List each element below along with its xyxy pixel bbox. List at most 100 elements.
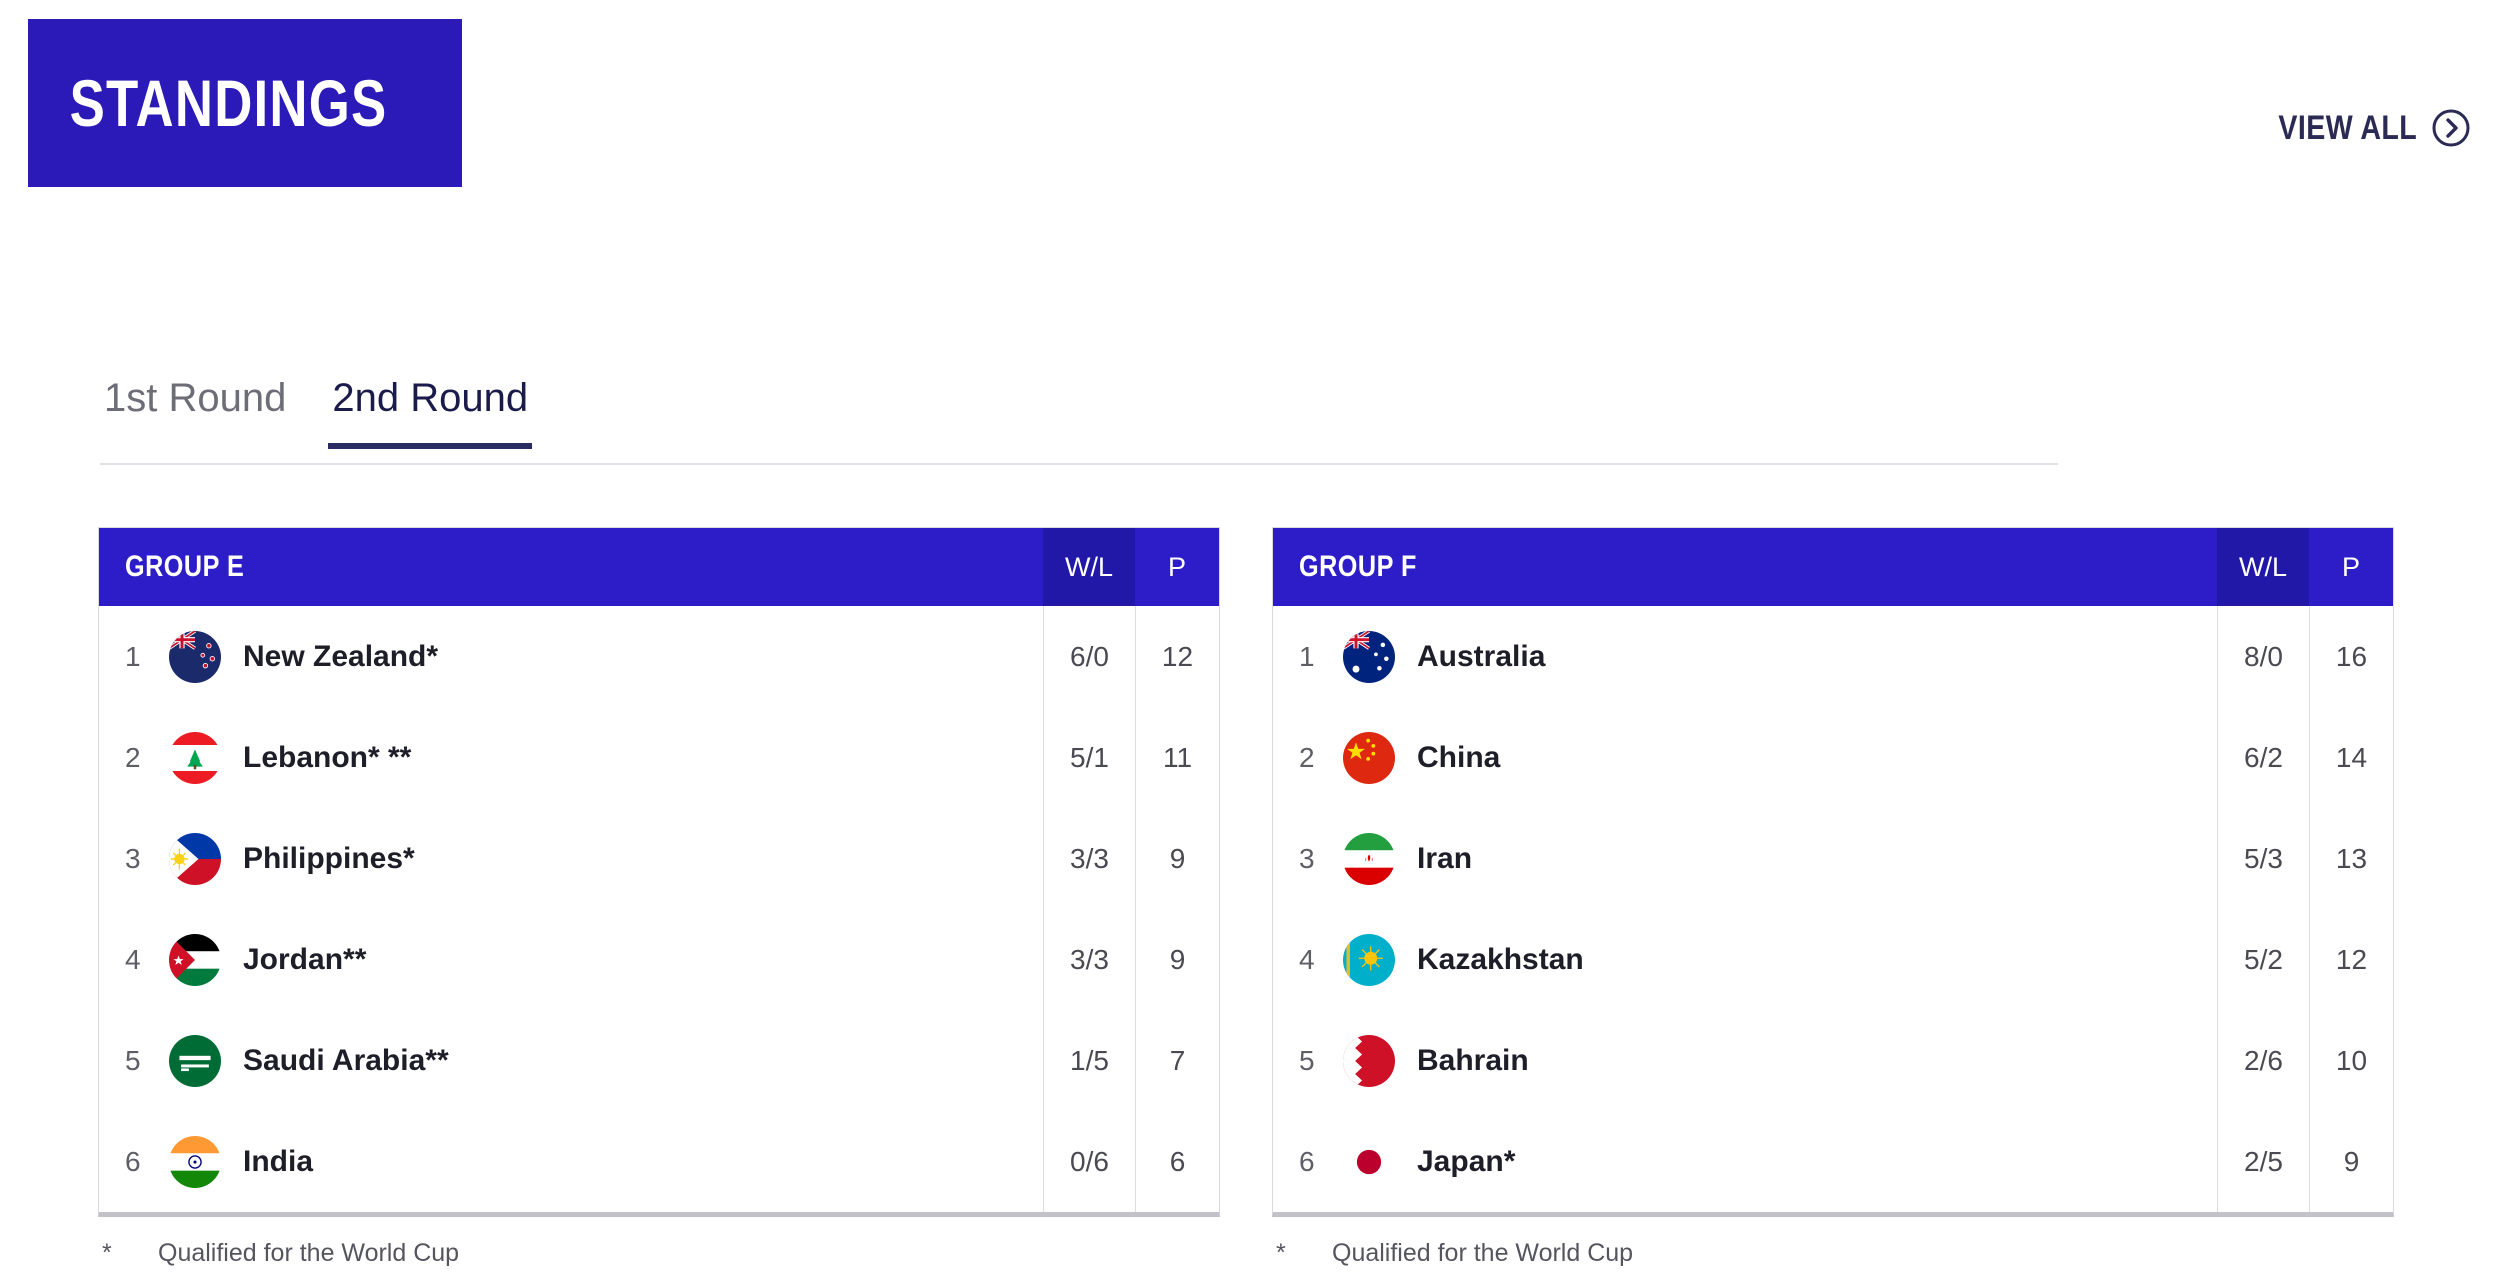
wl-value: 5/1	[1043, 707, 1135, 808]
wl-value: 5/2	[2217, 909, 2309, 1010]
team-name: Kazakhstan	[1417, 942, 1584, 976]
rank-value: 2	[125, 741, 141, 773]
view-all-button[interactable]: VIEW ALL	[2252, 108, 2471, 148]
footnote-text: Qualified for the World Cup	[158, 1239, 460, 1267]
team-cell: 6 Japan*	[1273, 1111, 2217, 1212]
round-tabs: 1st Round 2nd Round	[100, 376, 533, 449]
wl-value: 2/5	[2217, 1111, 2309, 1212]
table-header-group-e: GROUP E W/L P	[99, 528, 1219, 606]
table-row[interactable]: 3 Philippines* 3/3 9	[99, 808, 1219, 909]
tab-2nd-round[interactable]: 2nd Round	[328, 376, 533, 449]
points-value: 10	[2309, 1010, 2393, 1111]
table-header-group-f: GROUP F W/L P	[1273, 528, 2393, 606]
tab-1st-round[interactable]: 1st Round	[104, 376, 287, 420]
footnote-group-f: * Qualified for the World Cup	[1272, 1239, 2394, 1268]
team-cell: 5 Bahrain	[1273, 1010, 2217, 1111]
rank-value: 6	[125, 1145, 141, 1177]
team-name: Japan*	[1417, 1144, 1516, 1178]
team-name: New Zealand*	[243, 639, 439, 673]
group-name-label: GROUP E	[125, 550, 245, 583]
points-value: 6	[1135, 1111, 1219, 1212]
philippines-flag-icon	[169, 832, 221, 885]
points-value: 9	[1135, 808, 1219, 909]
table-row[interactable]: 4 Jordan** 3/3 9	[99, 909, 1219, 1010]
team-cell: 3 Philippines*	[99, 808, 1043, 909]
new-zealand-flag-icon	[169, 630, 221, 683]
team-cell: 4 Jordan**	[99, 909, 1043, 1010]
standings-badge: STANDINGS	[28, 19, 462, 187]
team-cell: 1 Australia	[1273, 606, 2217, 707]
tabs-divider	[100, 463, 2058, 465]
points-value: 13	[2309, 808, 2393, 909]
page-title: STANDINGS	[69, 66, 388, 140]
rank-value: 3	[125, 842, 141, 874]
standings-table-group-e: GROUP E W/L P 1 New Zealand* 6/0 12	[98, 527, 1220, 1217]
table-row[interactable]: 3 Iran 5/3 13	[1273, 808, 2393, 909]
footnote-mark: *	[1276, 1239, 1286, 1267]
table-row[interactable]: 6 India 0/6 6	[99, 1111, 1219, 1212]
group-name-cell: GROUP F	[1273, 528, 2217, 606]
team-cell: 6 India	[99, 1111, 1043, 1212]
wl-value: 6/2	[2217, 707, 2309, 808]
table-row[interactable]: 1 Australia 8/0 16	[1273, 606, 2393, 707]
rank-value: 5	[125, 1044, 141, 1076]
china-flag-icon	[1343, 731, 1395, 784]
group-block-f: GROUP F W/L P 1 Australia 8/0 16	[1272, 527, 2394, 1268]
column-header-points: P	[2341, 551, 2360, 582]
standings-table-group-f: GROUP F W/L P 1 Australia 8/0 16	[1272, 527, 2394, 1217]
rank-value: 4	[1299, 943, 1315, 975]
view-all-label: VIEW ALL	[2278, 108, 2417, 147]
standings-tables: GROUP E W/L P 1 New Zealand* 6/0 12	[98, 527, 2394, 1268]
table-row[interactable]: 4 Kazakhstan 5/2 12	[1273, 909, 2393, 1010]
saudi-arabia-flag-icon	[169, 1034, 221, 1087]
group-name-label: GROUP F	[1299, 550, 1417, 583]
table-row[interactable]: 2 Lebanon* ** 5/1 11	[99, 707, 1219, 808]
rank-value: 5	[1299, 1044, 1315, 1076]
team-name: Jordan**	[243, 942, 367, 976]
column-header-wl: W/L	[1043, 528, 1135, 606]
footnote-group-e: * Qualified for the World Cup	[98, 1239, 1220, 1268]
table-row[interactable]: 5 Bahrain 2/6 10	[1273, 1010, 2393, 1111]
footnote-mark: *	[102, 1239, 112, 1267]
team-name: Lebanon* **	[243, 740, 412, 774]
column-header-points: P	[1167, 551, 1186, 582]
wl-value: 1/5	[1043, 1010, 1135, 1111]
points-value: 14	[2309, 707, 2393, 808]
points-value: 7	[1135, 1010, 1219, 1111]
team-name: Bahrain	[1417, 1043, 1529, 1077]
team-cell: 5 Saudi Arabia**	[99, 1010, 1043, 1111]
rank-value: 1	[1299, 640, 1315, 672]
rank-value: 1	[125, 640, 141, 672]
japan-flag-icon	[1343, 1135, 1395, 1188]
group-block-e: GROUP E W/L P 1 New Zealand* 6/0 12	[98, 527, 1220, 1268]
team-name: Saudi Arabia**	[243, 1043, 449, 1077]
table-row[interactable]: 2 China 6/2 14	[1273, 707, 2393, 808]
wl-value: 3/3	[1043, 808, 1135, 909]
points-value: 9	[2309, 1111, 2393, 1212]
lebanon-flag-icon	[169, 731, 221, 784]
points-value: 12	[2309, 909, 2393, 1010]
wl-value: 5/3	[2217, 808, 2309, 909]
team-name: Iran	[1417, 841, 1473, 875]
iran-flag-icon	[1343, 832, 1395, 885]
rank-value: 4	[125, 943, 141, 975]
table-row[interactable]: 5 Saudi Arabia** 1/5 7	[99, 1010, 1219, 1111]
points-value: 11	[1135, 707, 1219, 808]
team-name: Philippines*	[243, 841, 415, 875]
team-cell: 2 Lebanon* **	[99, 707, 1043, 808]
bahrain-flag-icon	[1343, 1034, 1395, 1087]
team-name: Australia	[1417, 639, 1546, 673]
group-name-cell: GROUP E	[99, 528, 1043, 606]
team-cell: 1 New Zealand*	[99, 606, 1043, 707]
team-cell: 2 China	[1273, 707, 2217, 808]
table-row[interactable]: 1 New Zealand* 6/0 12	[99, 606, 1219, 707]
team-cell: 4 Kazakhstan	[1273, 909, 2217, 1010]
wl-value: 0/6	[1043, 1111, 1135, 1212]
table-row[interactable]: 6 Japan* 2/5 9	[1273, 1111, 2393, 1212]
chevron-right-circle-icon	[2431, 108, 2471, 148]
australia-flag-icon	[1343, 630, 1395, 683]
wl-value: 8/0	[2217, 606, 2309, 707]
points-value: 9	[1135, 909, 1219, 1010]
team-cell: 3 Iran	[1273, 808, 2217, 909]
